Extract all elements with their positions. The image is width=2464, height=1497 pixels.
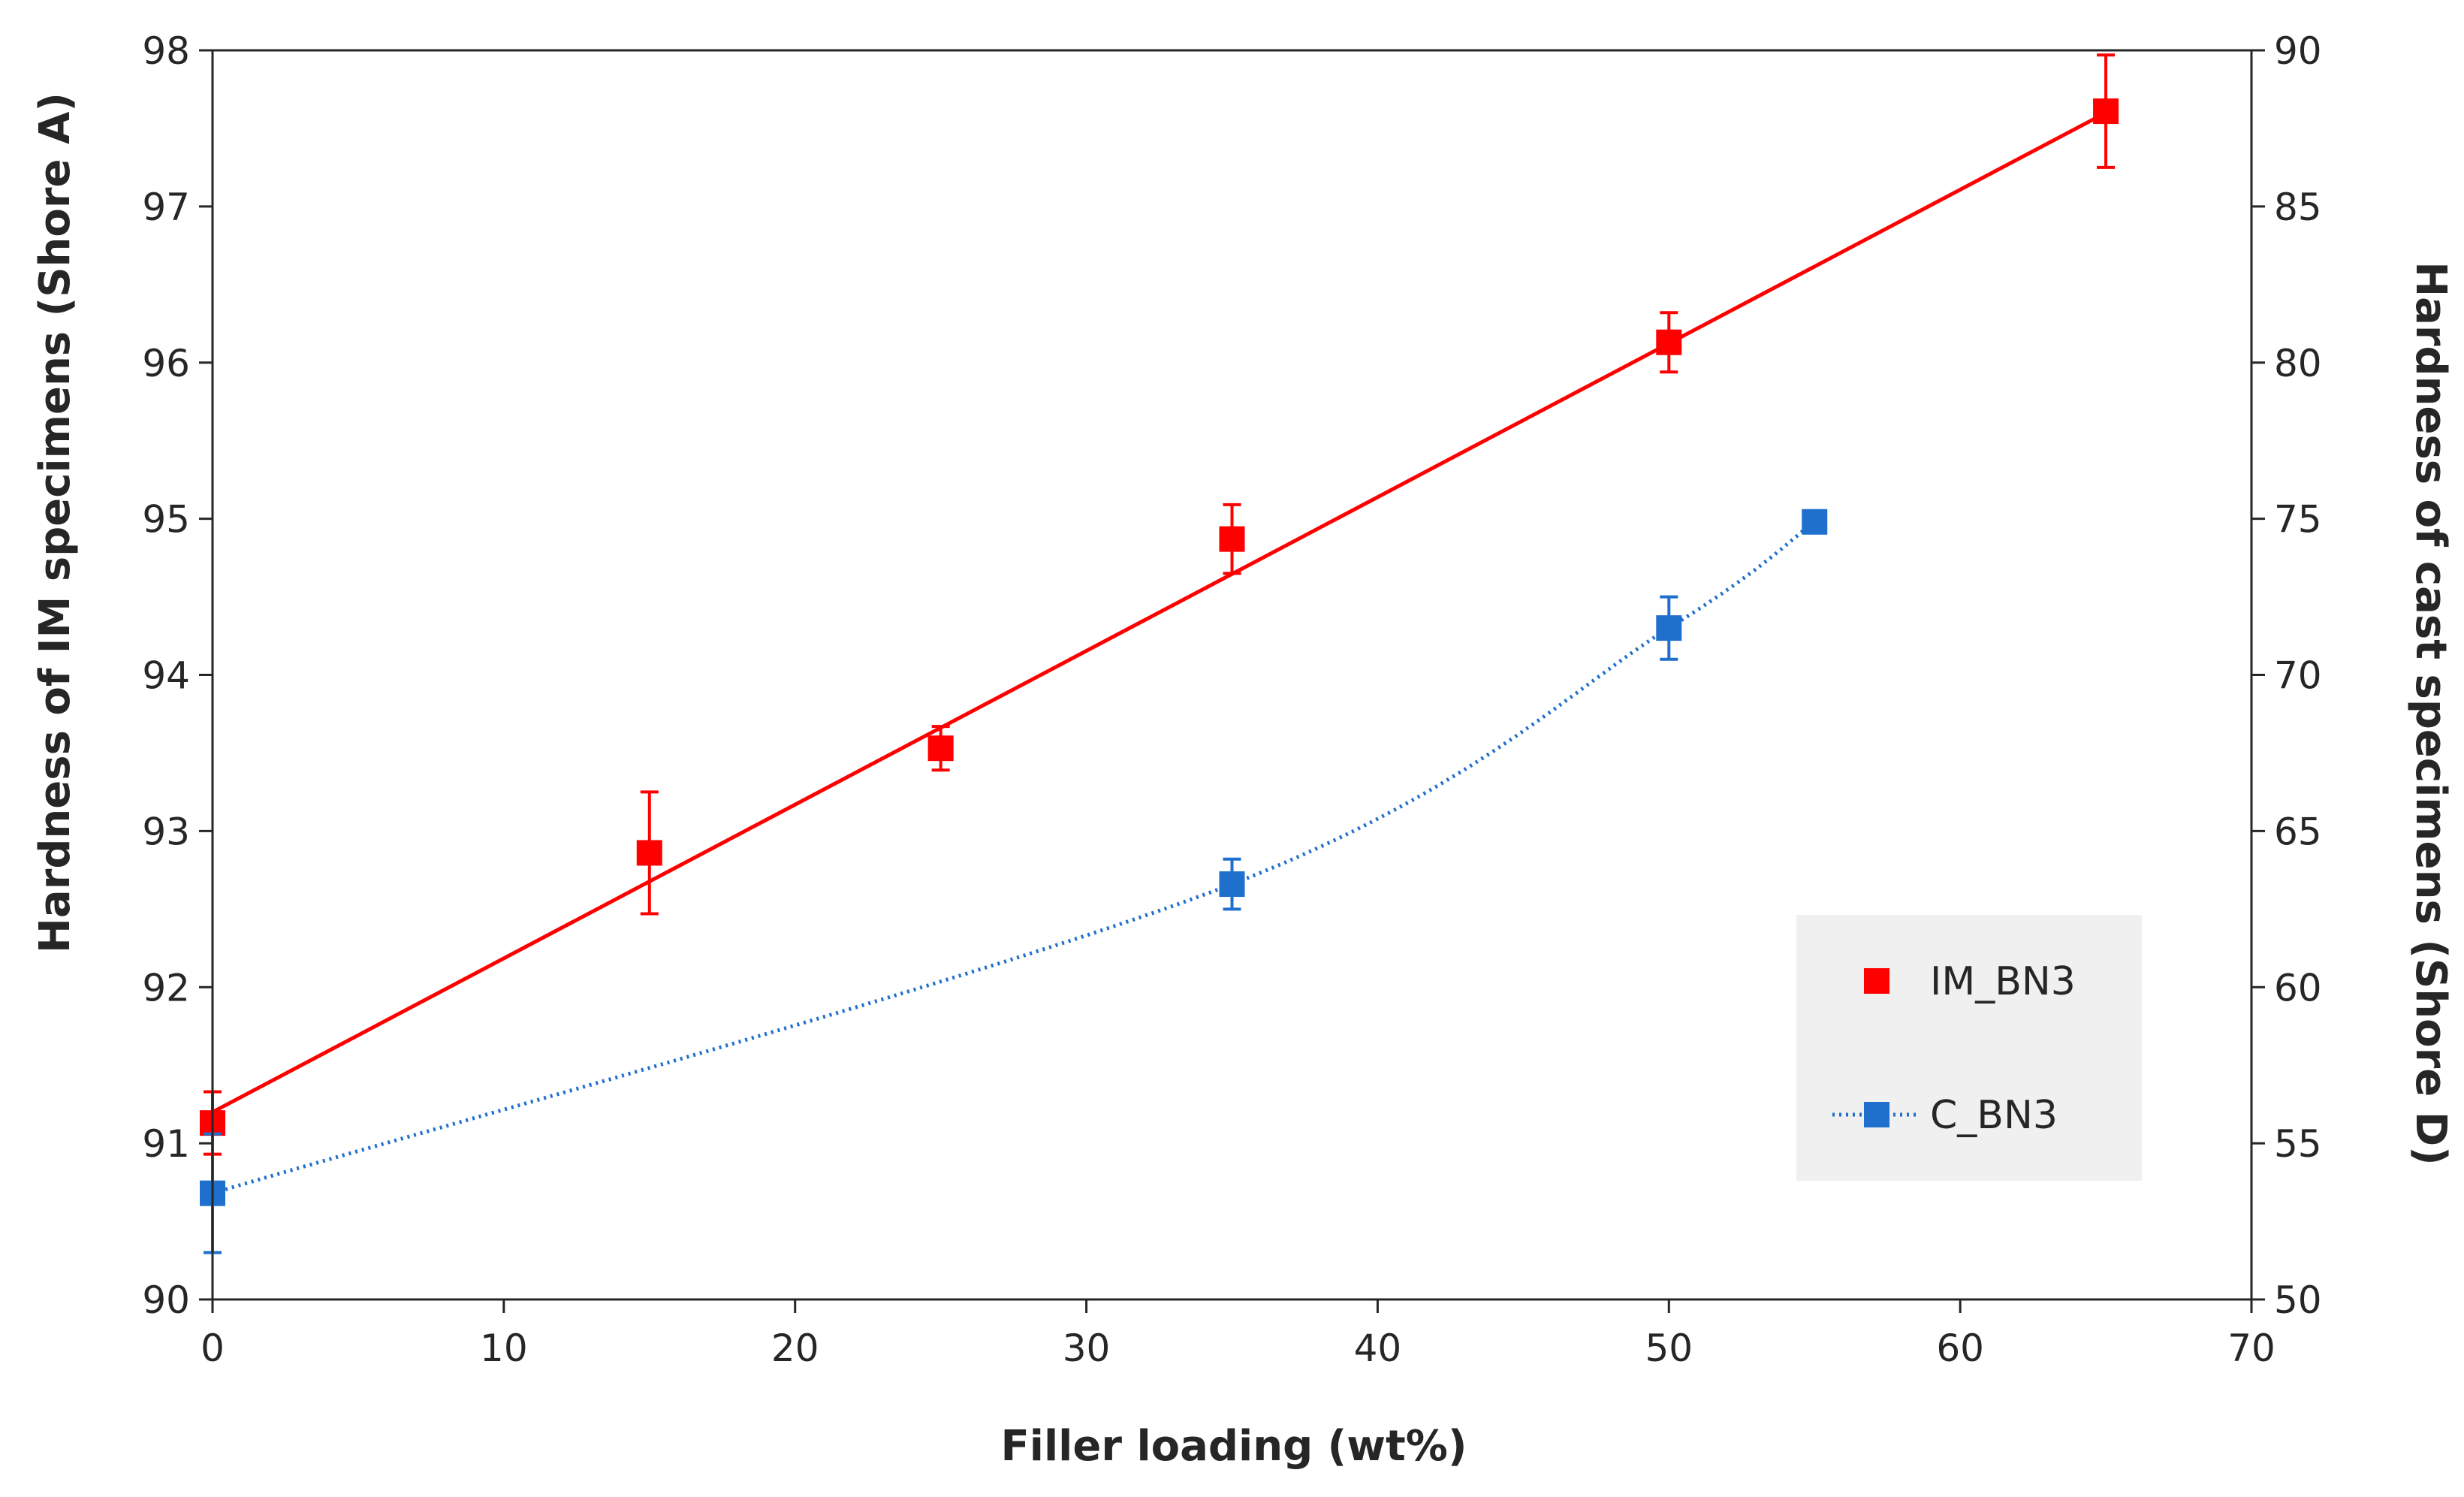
x-tick-label: 0 xyxy=(201,1326,225,1370)
data-point xyxy=(1656,329,1682,355)
x-tick-label: 30 xyxy=(1063,1326,1111,1370)
y-right-tick-label: 85 xyxy=(2274,186,2322,229)
x-axis-title: Filler loading (wt%) xyxy=(1001,1422,1467,1471)
legend: IM_BN3 C_BN3 xyxy=(1796,915,2142,1181)
y-right-tick-label: 90 xyxy=(2274,29,2322,73)
y-left-axis-title: Hardness of IM specimens (Shore A) xyxy=(31,92,80,953)
legend-box xyxy=(1796,915,2142,1181)
data-point xyxy=(927,735,954,762)
x-tick-label: 70 xyxy=(2227,1326,2276,1370)
y-left-tick-label: 91 xyxy=(142,1122,190,1166)
data-point xyxy=(2093,98,2119,125)
data-point xyxy=(1219,871,1245,898)
trendline xyxy=(211,110,2107,1114)
legend-marker-c-bn3 xyxy=(1864,1102,1889,1127)
x-tick-label: 40 xyxy=(1354,1326,1402,1370)
y-left-tick-label: 92 xyxy=(142,966,190,1010)
y-left-tick-label: 98 xyxy=(142,29,190,73)
y-right-tick-label: 60 xyxy=(2274,966,2322,1010)
legend-marker-im-bn3 xyxy=(1864,968,1889,994)
plot-frame xyxy=(199,49,2265,1313)
x-tick-label: 50 xyxy=(1645,1326,1693,1370)
legend-label-c-bn3: C_BN3 xyxy=(1930,1093,2058,1138)
tick-labels: 0 10 20 30 40 50 60 70 90 91 92 93 94 95 96 97 98 50 55 60 6… xyxy=(142,29,2321,1370)
y-left-tick-label: 97 xyxy=(142,186,190,229)
data-point xyxy=(1802,509,1828,535)
y-right-tick-label: 80 xyxy=(2274,342,2322,385)
y-right-tick-label: 65 xyxy=(2274,810,2322,853)
y-right-axis-title: Hardness of cast specimens (Shore D) xyxy=(2406,261,2455,1166)
data-point xyxy=(1219,526,1245,552)
data-point xyxy=(636,840,662,866)
y-right-tick-label: 75 xyxy=(2274,498,2322,542)
series-c-bn3 xyxy=(200,509,1828,1254)
y-left-tick-label: 93 xyxy=(142,810,190,853)
y-left-tick-label: 94 xyxy=(142,654,190,698)
x-tick-label: 10 xyxy=(480,1326,528,1370)
y-right-tick-label: 50 xyxy=(2274,1278,2322,1322)
y-right-tick-label: 55 xyxy=(2274,1122,2322,1166)
y-left-tick-label: 90 xyxy=(142,1278,190,1322)
y-left-tick-label: 96 xyxy=(142,342,190,385)
x-tick-label: 60 xyxy=(1936,1326,1984,1370)
y-right-tick-label: 70 xyxy=(2274,654,2322,698)
series-line xyxy=(212,520,1816,1196)
legend-label-im-bn3: IM_BN3 xyxy=(1930,959,2076,1004)
x-tick-label: 20 xyxy=(771,1326,819,1370)
data-point xyxy=(1656,615,1682,641)
y-left-tick-label: 95 xyxy=(142,498,190,542)
